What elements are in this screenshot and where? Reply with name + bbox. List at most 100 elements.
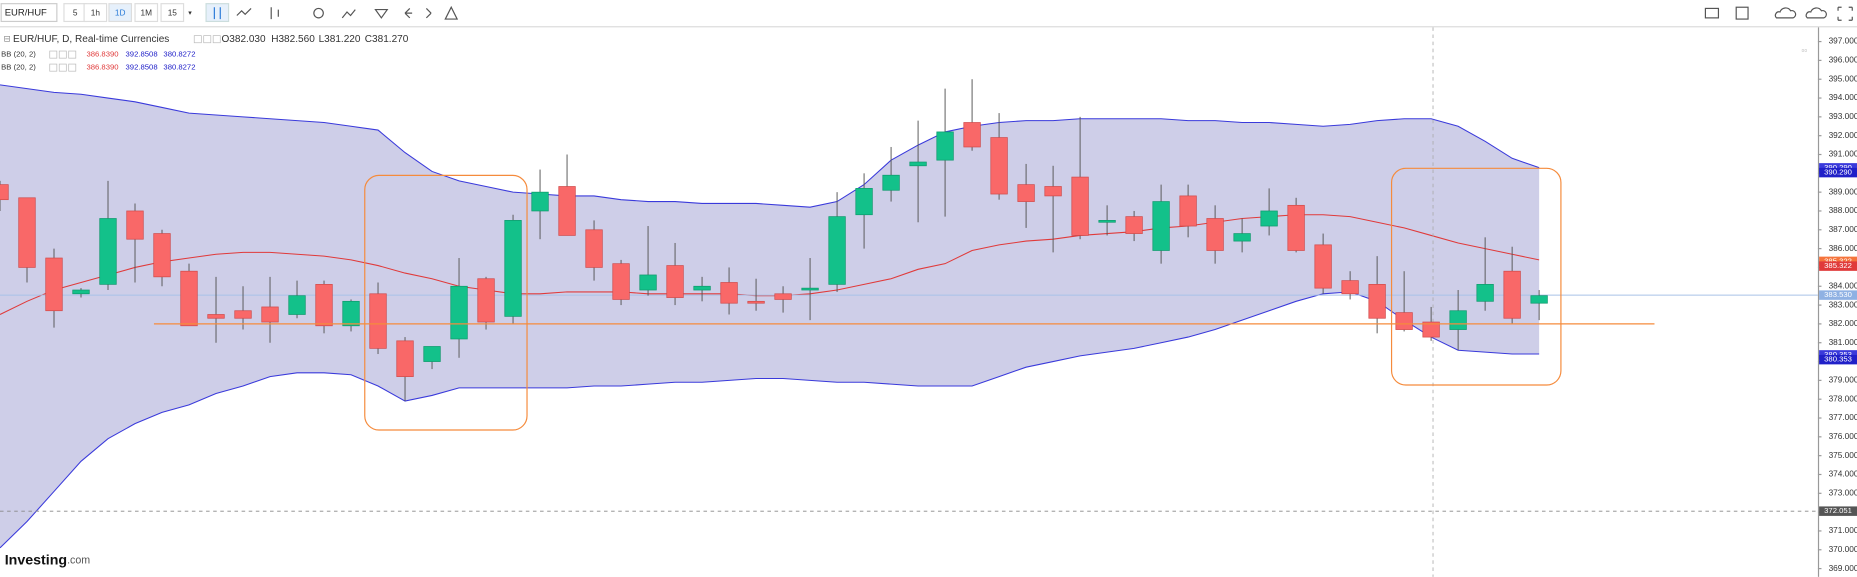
legend-control[interactable] [58,63,67,72]
candle-body [936,131,954,161]
candle-body [990,137,1008,195]
legend-control[interactable] [68,63,77,72]
y-tick-label: 381.000 [1829,337,1857,347]
y-tick-label: 376.000 [1829,431,1857,441]
candle-body [828,216,846,285]
crosshair-label-box [1819,506,1857,516]
indicator-icon[interactable] [270,7,279,20]
candle-body [882,174,900,191]
legend-control[interactable] [58,50,67,59]
interval-label[interactable]: 15 [168,7,178,17]
cloud-icon[interactable] [1774,7,1797,19]
candle-body [396,340,414,377]
crosshair-label: 372.051 [1824,506,1852,515]
indicator-name: BB (20, 2) [1,50,36,59]
y-tick-label: 371.000 [1829,525,1857,535]
interval-label[interactable]: 1D [115,7,126,17]
candle-body [666,265,684,298]
rectangle-drawing[interactable] [364,174,528,431]
symbol-box[interactable] [0,3,58,23]
candle-icon [213,7,221,20]
interval-label[interactable]: 1h [91,7,101,17]
redo-icon[interactable] [425,7,432,19]
undo-icon[interactable] [404,7,413,19]
line-icon[interactable] [236,7,252,16]
price-label: 380.353 [1824,355,1852,364]
interval-button[interactable] [108,3,133,23]
draw-icon[interactable] [444,5,459,20]
price-label: 380.353 [1824,350,1852,359]
price-label: 390.290 [1824,163,1852,172]
candle-body [1206,218,1224,251]
candle-body [1368,284,1386,319]
interval-button[interactable] [83,3,108,23]
price-label-box [1819,167,1857,178]
interval-button[interactable] [160,3,185,23]
collapse-icon[interactable]: ⊟ [4,33,11,43]
candle-body [45,257,63,312]
candle-body [855,188,873,216]
candle-body [1044,186,1062,197]
candle-body [1179,195,1197,227]
candle-body [207,314,225,319]
symbol[interactable]: EUR/HUF [5,8,47,19]
candle-body [369,293,387,349]
template-icon[interactable] [374,9,389,19]
candle-body [1233,233,1251,242]
settings-icon[interactable] [313,7,324,19]
candle-body [153,233,171,278]
interval-label[interactable]: 1M [141,7,153,17]
price-label: 385.322 [1824,261,1852,270]
layout-icon[interactable] [1735,6,1749,20]
candle-body [72,289,90,295]
candle-body [1260,210,1278,227]
rectangle-drawing[interactable] [1390,167,1562,386]
toolbar-icons [205,3,1853,23]
y-tick-label: 379.000 [1829,375,1857,385]
interval-group: 5 1h 1D 1M 15 ▾ [63,3,192,23]
y-tick-label: 395.000 [1829,73,1857,83]
price-label-box [1819,261,1857,271]
y-tick-label: 387.000 [1829,224,1857,234]
candle-type-button[interactable] [205,3,230,23]
cloud-save-icon[interactable] [1805,7,1827,19]
legend-control[interactable] [49,50,58,59]
logo-name: Investing [5,552,67,568]
candle-body [1530,295,1548,304]
interval-dropdown[interactable]: ▾ [188,9,192,17]
pane-menu-icon[interactable]: ▫▫ [1801,45,1807,55]
interval-label[interactable]: 5 [73,7,78,17]
interval-button[interactable] [134,3,159,23]
y-tick-label: 396.000 [1829,55,1857,65]
y-tick-label: 389.000 [1829,186,1857,196]
band-upper-line [0,84,1540,208]
candle-body [1476,284,1494,302]
compare-icon[interactable] [341,9,356,19]
legend-control[interactable] [68,50,77,59]
indicator-name: BB (20, 2) [1,63,36,72]
legend-control[interactable] [193,35,202,44]
candle-body [423,346,441,362]
ohlc-value: O382.030 [221,34,266,45]
candle-body [531,191,549,212]
candle-body [1071,176,1089,236]
legend-control[interactable] [212,35,221,44]
legend-control[interactable] [49,63,58,72]
candle-body [774,293,792,300]
ohlc-value: C381.270 [365,34,409,45]
candle-body [639,274,657,291]
y-tick-label: 383.000 [1829,299,1857,309]
y-tick-label: 374.000 [1829,469,1857,479]
indicator-value: 380.8272 [163,50,195,59]
candle-body [1449,310,1467,330]
candle-body [1314,244,1332,289]
y-tick-label: 375.000 [1829,450,1857,460]
y-tick-label: 392.000 [1829,130,1857,140]
price-label-box [1819,354,1857,365]
candle-body [504,220,522,317]
toolbar [0,0,1857,27]
legend-control[interactable] [203,35,212,44]
camera-icon[interactable] [1704,7,1720,19]
indicator-value: 380.8272 [163,63,195,72]
fullscreen-icon[interactable] [1837,6,1853,21]
